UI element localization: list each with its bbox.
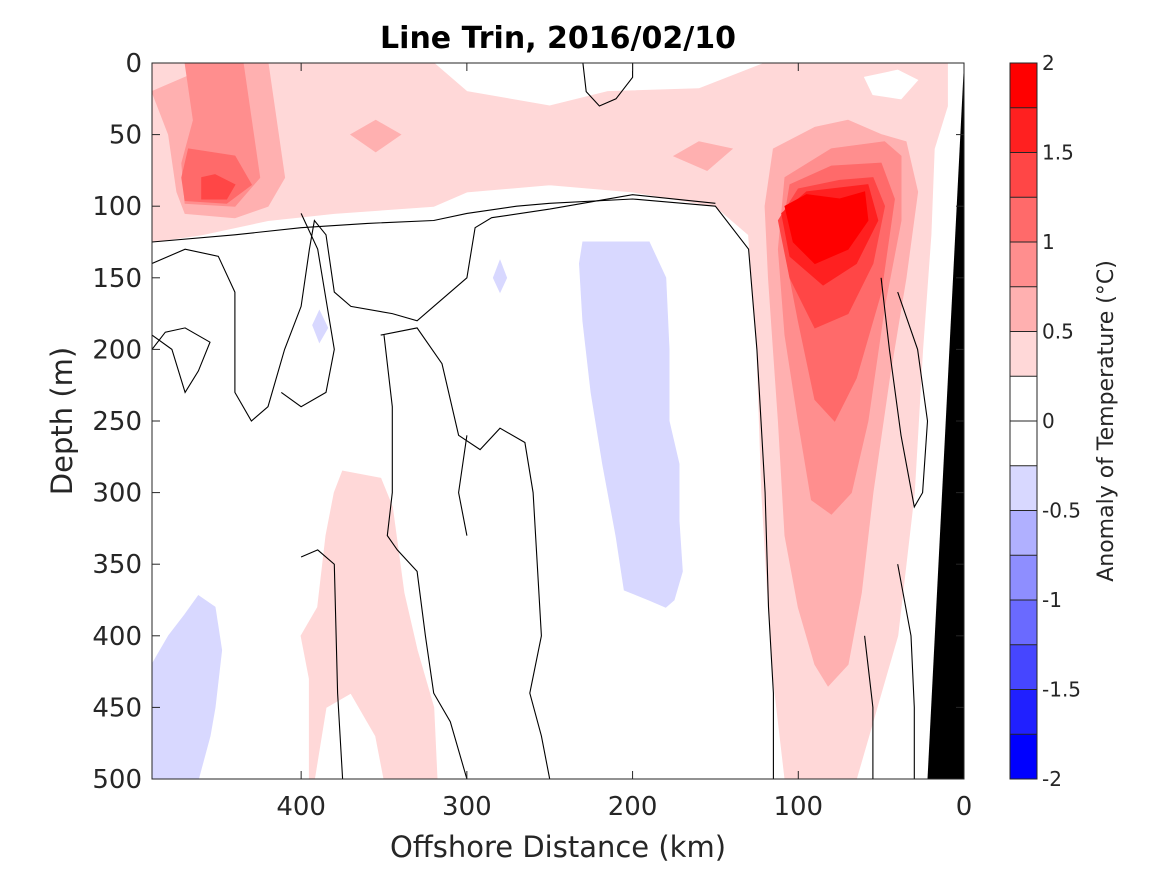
colorbar-swatch-10 — [1010, 510, 1037, 556]
x-tick-label: 100 — [773, 792, 823, 822]
bathymetry-wedge — [927, 63, 964, 779]
colorbar-tick-label: -2 — [1042, 767, 1062, 791]
colorbar-swatch-2 — [1010, 152, 1037, 198]
y-tick-label: 50 — [109, 121, 142, 151]
x-axis-label: Offshore Distance (km) — [390, 830, 726, 864]
colorbar-tick-label: 2 — [1042, 51, 1055, 75]
colorbar-tick-label: -1 — [1042, 588, 1062, 612]
zero-contour-3 — [152, 327, 211, 394]
contour-region-2 — [492, 259, 508, 294]
x-tick-label: 0 — [956, 792, 973, 822]
zero-contour-6 — [300, 549, 344, 779]
y-tick-label: 200 — [92, 335, 142, 365]
y-tick-label: 100 — [92, 192, 142, 222]
zero-contour-9 — [897, 564, 915, 779]
contour-region-17 — [784, 191, 869, 265]
y-tick-label: 400 — [92, 622, 142, 652]
contour-region-10 — [672, 141, 734, 171]
x-tick-label: 400 — [276, 792, 326, 822]
contour-region-6 — [300, 470, 438, 779]
colorbar-swatch-1 — [1010, 107, 1037, 153]
y-tick-label: 500 — [92, 765, 142, 795]
y-axis-label: Depth (m) — [45, 347, 79, 495]
contour-region-18 — [201, 174, 236, 200]
colorbar-tick-label: -0.5 — [1042, 499, 1081, 523]
colorbar-swatch-7 — [1010, 376, 1037, 421]
colorbar-swatch-13 — [1010, 644, 1037, 690]
colorbar: 2 1.5 1 0.5 0 -0.5 -1 -1.5 -2 — [1009, 51, 1081, 791]
colorbar-swatch-9 — [1010, 465, 1037, 511]
colorbar-swatch-12 — [1010, 600, 1037, 645]
plot-area — [151, 62, 965, 780]
zero-contour-2 — [280, 213, 335, 408]
x-tick-label: 200 — [608, 792, 658, 822]
y-tick-label: 150 — [92, 264, 142, 294]
colorbar-tick-label: 0 — [1042, 409, 1055, 433]
colorbar-swatch-11 — [1010, 555, 1037, 600]
colorbar-tick-label: 1.5 — [1042, 141, 1074, 165]
colorbar-label: Anomaly of Temperature (°C) — [1094, 260, 1119, 582]
zero-contour-8 — [880, 277, 929, 509]
colorbar-tick-label: 0.5 — [1042, 320, 1074, 344]
contour-region-9 — [349, 119, 402, 153]
contour-region-3 — [312, 309, 329, 344]
zero-contour-0 — [152, 198, 774, 779]
colorbar-tick-label: 1 — [1042, 230, 1055, 254]
y-tick-label: 450 — [92, 693, 142, 723]
chart-title: Line Trin, 2016/02/10 — [380, 21, 736, 56]
y-tick-label: 0 — [125, 49, 142, 79]
colorbar-swatch-4 — [1010, 242, 1037, 287]
colorbar-swatch-14 — [1010, 689, 1037, 735]
colorbar-frame — [1009, 62, 1038, 780]
colorbar-swatch-5 — [1010, 286, 1037, 332]
contour-fill-layer — [152, 63, 948, 779]
zero-contour-7 — [582, 63, 634, 107]
colorbar-swatch-6 — [1010, 331, 1037, 377]
zero-contour-11 — [458, 435, 468, 536]
zero-contour-5 — [383, 335, 468, 779]
contour-region-0 — [152, 595, 223, 779]
y-tick-label: 350 — [92, 550, 142, 580]
colorbar-tick-label: -1.5 — [1042, 678, 1081, 702]
x-axis: 400 300 200 100 0 — [276, 63, 972, 822]
zero-contour-layer — [152, 63, 929, 779]
contour-region-5 — [863, 69, 919, 100]
colorbar-swatch-8 — [1010, 421, 1037, 466]
colorbar-swatch-3 — [1010, 197, 1037, 242]
zero-contour-10 — [864, 635, 874, 779]
x-tick-label: 300 — [442, 792, 492, 822]
bathymetry-layer — [927, 63, 964, 779]
zero-contour-1 — [152, 194, 716, 422]
y-tick-label: 300 — [92, 479, 142, 509]
y-tick-label: 250 — [92, 407, 142, 437]
zero-contour-4 — [380, 327, 551, 779]
colorbar-swatch-0 — [1010, 63, 1037, 108]
colorbar-swatch-15 — [1010, 734, 1037, 779]
y-axis: 0 50 100 150 200 250 300 350 400 450 500 — [92, 49, 964, 795]
contour-region-1 — [578, 241, 683, 608]
